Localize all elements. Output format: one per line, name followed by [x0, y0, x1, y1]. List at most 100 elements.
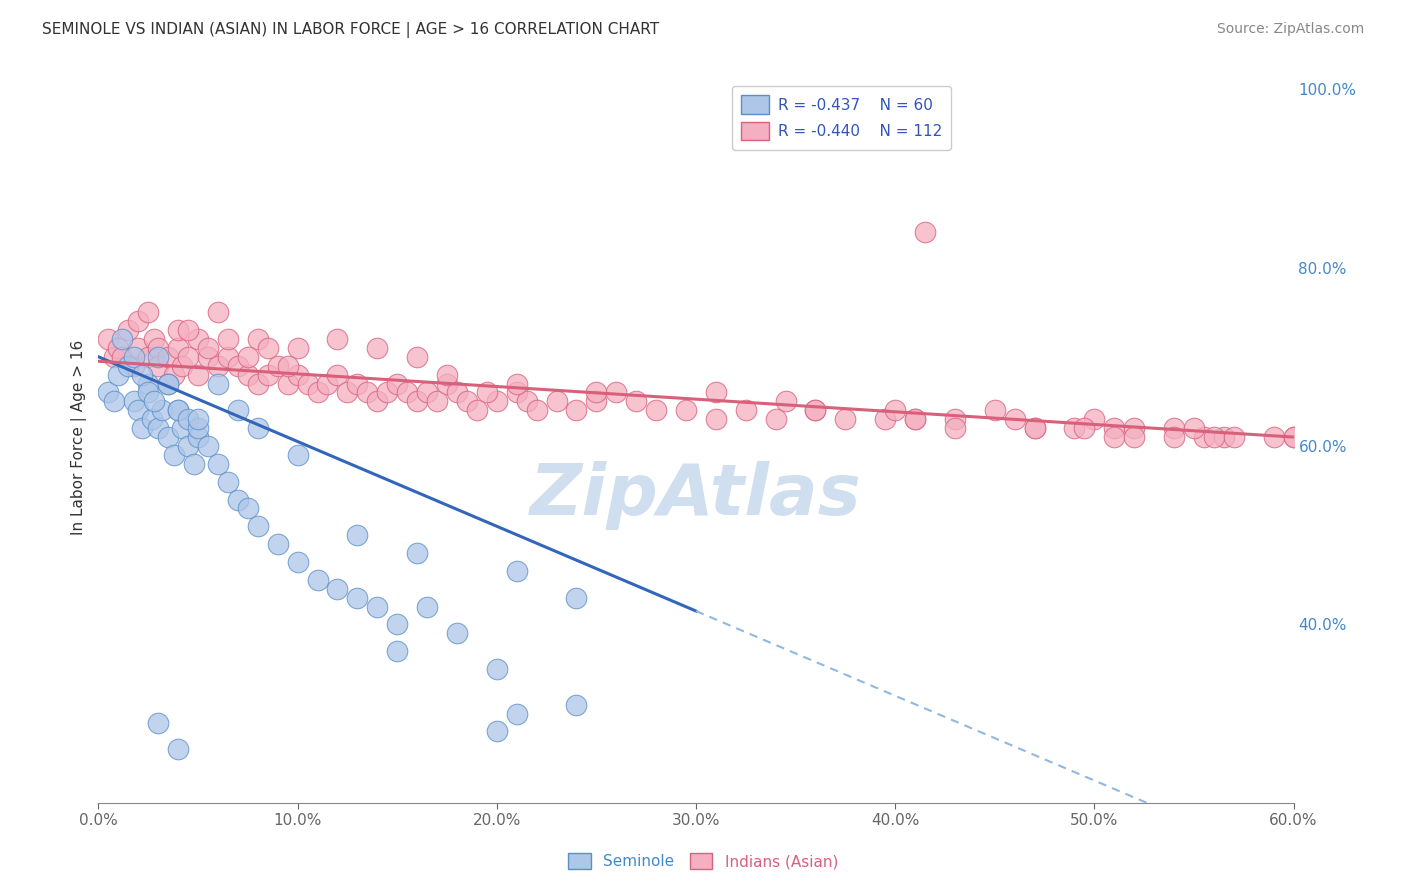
Point	[143, 332, 166, 346]
Point	[124, 359, 146, 373]
Point	[136, 350, 159, 364]
Point	[246, 332, 269, 346]
Point	[143, 394, 166, 409]
Point	[356, 385, 378, 400]
Point	[97, 385, 120, 400]
Point	[585, 385, 607, 400]
Point	[287, 341, 309, 355]
Point	[406, 394, 429, 409]
Point	[256, 368, 278, 382]
Point	[207, 376, 229, 391]
Point	[307, 385, 329, 400]
Point	[506, 706, 529, 721]
Point	[136, 385, 159, 400]
Point	[187, 368, 209, 382]
Point	[904, 412, 927, 426]
Point	[775, 394, 797, 409]
Point	[416, 385, 439, 400]
Point	[346, 376, 368, 391]
Point	[565, 403, 588, 417]
Point	[1123, 430, 1146, 444]
Point	[1083, 412, 1105, 426]
Point	[136, 376, 159, 391]
Point	[172, 359, 194, 373]
Point	[326, 582, 349, 596]
Point	[226, 403, 249, 417]
Point	[1202, 430, 1225, 444]
Point	[226, 492, 249, 507]
Point	[127, 403, 149, 417]
Point	[97, 332, 120, 346]
Point	[385, 644, 409, 658]
Point	[704, 412, 727, 426]
Point	[875, 412, 897, 426]
Point	[172, 421, 194, 435]
Point	[307, 573, 329, 587]
Point	[506, 376, 529, 391]
Point	[704, 385, 727, 400]
Point	[167, 403, 190, 417]
Point	[287, 448, 309, 462]
Point	[436, 376, 458, 391]
Point	[107, 341, 129, 355]
Point	[157, 350, 180, 364]
Point	[246, 519, 269, 533]
Point	[984, 403, 1007, 417]
Point	[127, 314, 149, 328]
Point	[150, 403, 173, 417]
Point	[217, 475, 239, 489]
Point	[675, 403, 697, 417]
Point	[187, 430, 209, 444]
Point	[1102, 421, 1125, 435]
Point	[645, 403, 668, 417]
Point	[127, 341, 149, 355]
Point	[446, 626, 468, 640]
Point	[297, 376, 319, 391]
Point	[804, 403, 827, 417]
Text: SEMINOLE VS INDIAN (ASIAN) IN LABOR FORCE | AGE > 16 CORRELATION CHART: SEMINOLE VS INDIAN (ASIAN) IN LABOR FORC…	[42, 22, 659, 38]
Legend: Seminole, Indians (Asian): Seminole, Indians (Asian)	[562, 847, 844, 875]
Point	[375, 385, 398, 400]
Point	[157, 376, 180, 391]
Point	[1063, 421, 1085, 435]
Point	[236, 350, 259, 364]
Point	[526, 403, 548, 417]
Point	[148, 341, 170, 355]
Point	[1182, 421, 1205, 435]
Point	[1192, 430, 1215, 444]
Point	[1123, 421, 1146, 435]
Point	[236, 368, 259, 382]
Point	[605, 385, 627, 400]
Point	[177, 323, 200, 337]
Point	[103, 394, 125, 409]
Point	[167, 323, 190, 337]
Point	[207, 305, 229, 319]
Point	[207, 457, 229, 471]
Point	[765, 412, 787, 426]
Point	[316, 376, 339, 391]
Point	[167, 403, 190, 417]
Point	[163, 448, 186, 462]
Point	[884, 403, 907, 417]
Point	[1282, 430, 1305, 444]
Point	[236, 501, 259, 516]
Point	[111, 332, 134, 346]
Point	[456, 394, 478, 409]
Point	[446, 385, 468, 400]
Point	[626, 394, 648, 409]
Point	[131, 368, 153, 382]
Point	[1163, 421, 1185, 435]
Point	[177, 439, 200, 453]
Point	[506, 385, 529, 400]
Point	[406, 546, 429, 560]
Point	[117, 359, 139, 373]
Point	[157, 376, 180, 391]
Point	[406, 350, 429, 364]
Point	[565, 591, 588, 605]
Point	[1222, 430, 1246, 444]
Point	[256, 341, 278, 355]
Point	[326, 332, 349, 346]
Point	[506, 564, 529, 578]
Point	[226, 359, 249, 373]
Point	[585, 394, 607, 409]
